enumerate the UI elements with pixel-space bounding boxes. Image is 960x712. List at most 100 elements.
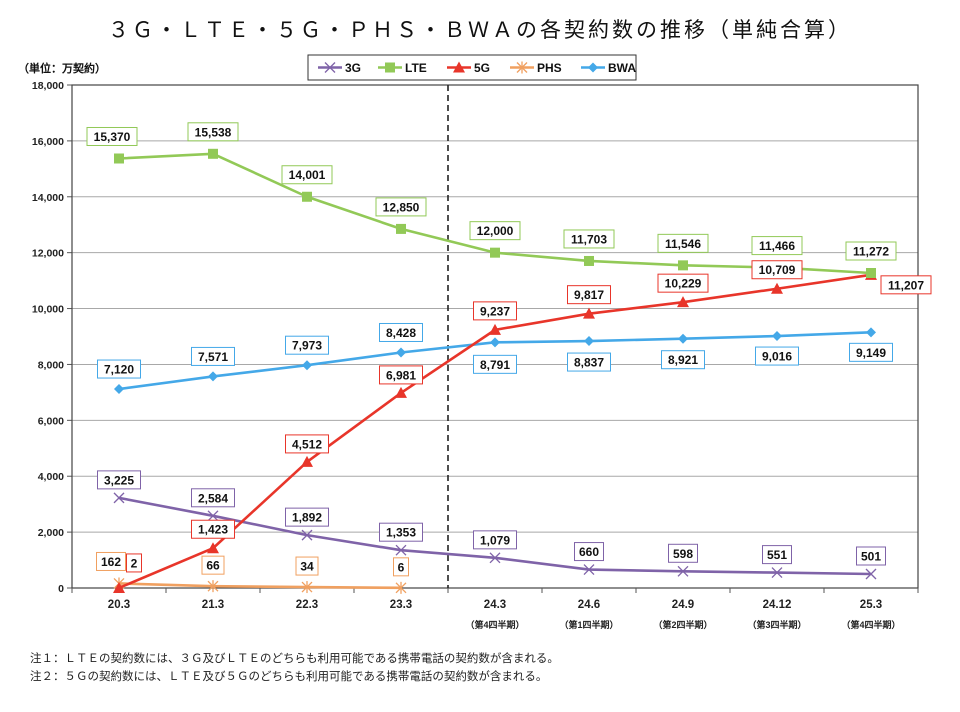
x-marker [113, 492, 125, 504]
square-marker [302, 191, 312, 202]
svg-text:11,272: 11,272 [853, 245, 889, 259]
unit-label: （単位：万契約） [18, 62, 106, 75]
square-marker [866, 268, 876, 279]
x-tick-label: 24.12 [763, 599, 792, 611]
svg-text:7,120: 7,120 [104, 363, 134, 377]
svg-text:11,466: 11,466 [759, 239, 795, 253]
x-tick-label: 25.3 [860, 599, 882, 611]
svg-text:11,703: 11,703 [571, 232, 607, 246]
legend-label: BWA [608, 61, 636, 75]
series-lines [113, 148, 877, 594]
data-label-3g: 2,584 [191, 488, 235, 508]
asterisk-marker [301, 581, 313, 594]
legend-item-3g: 3G [318, 61, 361, 75]
x-marker [771, 567, 783, 579]
asterisk-marker [395, 581, 407, 594]
data-label-phs: 162 [96, 551, 126, 571]
note-2: 注２：５Ｇの契約数には、ＬＴＥ及び５Ｇのどちらも利用可能である携帯電話の契約数が… [30, 669, 548, 683]
x-tick-sublabel: （第2四半期） [653, 619, 712, 630]
x-tick-label: 22.3 [296, 599, 318, 611]
triangle-marker [453, 61, 465, 73]
legend-label: 3G [345, 61, 361, 75]
diamond-marker [208, 371, 218, 382]
legend-item-bwa: BWA [581, 61, 636, 75]
svg-text:10,709: 10,709 [759, 263, 796, 277]
triangle-marker [207, 542, 219, 554]
square-marker [114, 153, 124, 164]
plot-frame [71, 84, 919, 589]
y-tick-label: 18,000 [32, 80, 64, 92]
svg-text:14,001: 14,001 [289, 168, 326, 182]
svg-text:9,149: 9,149 [856, 346, 886, 360]
y-tick-label: 6,000 [38, 415, 64, 427]
y-tick-label: 8,000 [38, 359, 64, 371]
svg-text:11,207: 11,207 [888, 278, 924, 292]
data-label-bwa: 7,571 [191, 346, 235, 366]
data-label-phs: 34 [295, 556, 319, 576]
asterisk-marker [516, 61, 528, 74]
triangle-marker [771, 282, 783, 294]
note-1: 注１：ＬＴＥの契約数には、３Ｇ及びＬＴＥのどちらも利用可能である携帯電話の契約数… [30, 651, 559, 665]
y-tick-label: 16,000 [32, 136, 64, 148]
triangle-marker [489, 323, 501, 335]
square-marker [385, 62, 395, 73]
triangle-marker [301, 455, 313, 467]
asterisk-marker [207, 580, 219, 593]
data-labels: 3,225 2,584 1,892 1,353 1,079 660 598 551 501 15,… [86, 122, 932, 577]
data-label-bwa: 7,973 [285, 335, 329, 355]
svg-text:2: 2 [131, 556, 138, 570]
svg-text:12,850: 12,850 [383, 200, 420, 214]
svg-text:15,538: 15,538 [195, 125, 232, 139]
diamond-marker [302, 360, 312, 371]
triangle-marker [583, 307, 595, 319]
square-marker [584, 255, 594, 266]
data-label-bwa: 9,149 [849, 342, 893, 362]
x-marker [677, 565, 689, 577]
svg-text:34: 34 [300, 560, 314, 574]
y-tick-label: 2,000 [38, 527, 64, 539]
data-label-5g: 10,709 [751, 260, 803, 280]
svg-text:501: 501 [861, 549, 881, 563]
y-tick-label: 10,000 [32, 304, 64, 316]
svg-text:2,584: 2,584 [198, 491, 228, 505]
data-label-5g: 9,817 [567, 285, 611, 305]
svg-text:8,837: 8,837 [574, 356, 604, 370]
data-label-5g: 4,512 [285, 434, 329, 454]
x-tick-sublabel: （第1四半期） [559, 619, 618, 630]
svg-text:8,791: 8,791 [480, 358, 510, 372]
svg-text:9,237: 9,237 [480, 304, 510, 318]
data-label-lte: 11,703 [563, 229, 615, 249]
square-marker [396, 223, 406, 234]
svg-text:10,229: 10,229 [665, 277, 702, 291]
data-label-3g: 1,079 [473, 530, 517, 550]
data-label-phs: 66 [201, 555, 225, 575]
data-label-3g: 598 [668, 543, 698, 563]
triangle-marker [677, 296, 689, 308]
svg-text:660: 660 [579, 545, 599, 559]
data-label-3g: 1,353 [379, 522, 423, 542]
svg-text:1,079: 1,079 [480, 533, 510, 547]
svg-text:1,353: 1,353 [386, 526, 416, 540]
data-label-bwa: 9,016 [755, 346, 799, 366]
svg-text:6: 6 [398, 560, 405, 574]
chart-title: ３Ｇ・ＬＴＥ・５Ｇ・ＰＨＳ・ＢＷＡの各契約数の推移（単純合算） [108, 18, 852, 42]
legend: 3G LTE 5G PHS BWA [307, 54, 637, 81]
data-label-lte: 14,001 [281, 165, 333, 185]
svg-text:162: 162 [101, 555, 121, 569]
svg-text:11,546: 11,546 [665, 237, 701, 251]
data-label-5g: 6,981 [379, 365, 423, 385]
x-marker [489, 552, 501, 564]
square-marker [678, 260, 688, 271]
data-label-lte: 11,466 [751, 236, 803, 256]
square-marker [490, 247, 500, 258]
legend-label: LTE [405, 61, 427, 75]
y-tick-label: 4,000 [38, 471, 64, 483]
data-label-lte: 11,272 [845, 241, 897, 261]
data-label-lte: 12,850 [375, 197, 427, 217]
data-label-bwa: 8,921 [661, 350, 705, 370]
data-label-bwa: 8,791 [473, 354, 517, 374]
x-tick-label: 20.3 [108, 599, 130, 611]
x-tick-label: 23.3 [390, 599, 412, 611]
y-tick-label: 14,000 [32, 192, 64, 204]
diamond-marker [772, 331, 782, 342]
